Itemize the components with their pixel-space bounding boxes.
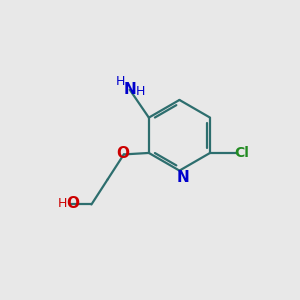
Text: H: H: [135, 85, 145, 98]
Text: N: N: [123, 82, 136, 97]
Text: N: N: [177, 169, 189, 184]
Text: Cl: Cl: [234, 146, 249, 160]
Text: H: H: [116, 75, 125, 88]
Text: O: O: [116, 146, 129, 161]
Text: H: H: [58, 197, 67, 210]
Text: O: O: [67, 196, 80, 211]
